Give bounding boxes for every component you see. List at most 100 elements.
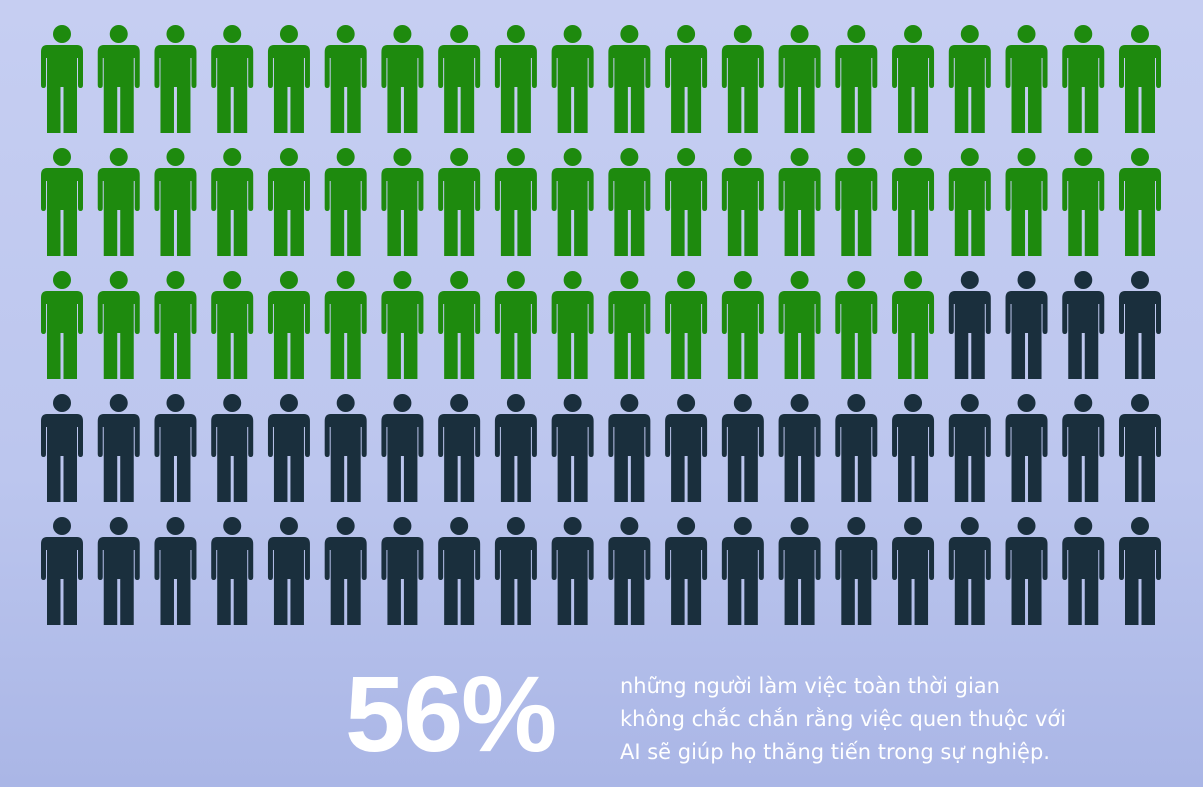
person-icon-highlighted	[835, 271, 878, 379]
person-icon-highlighted	[41, 271, 83, 379]
person-icon-highlighted	[1062, 25, 1105, 133]
person-icon	[721, 517, 764, 625]
person-icon	[154, 394, 197, 502]
person-icon	[97, 517, 140, 625]
person-icon	[1005, 394, 1048, 502]
person-icon	[1062, 271, 1105, 379]
person-icon	[1062, 394, 1105, 502]
person-icon-highlighted	[494, 271, 537, 379]
person-icon-highlighted	[551, 25, 594, 133]
person-icon	[608, 517, 651, 625]
person-icon	[551, 517, 594, 625]
person-icon	[948, 271, 991, 379]
person-icon-highlighted	[324, 271, 367, 379]
person-icon	[665, 394, 708, 502]
person-icon-highlighted	[324, 148, 367, 256]
person-icon	[551, 394, 594, 502]
person-icon-highlighted	[551, 148, 594, 256]
person-icon	[438, 394, 481, 502]
person-icon-highlighted	[1005, 25, 1048, 133]
person-icon-highlighted	[892, 25, 935, 133]
person-icon	[267, 394, 310, 502]
person-icon-highlighted	[835, 25, 878, 133]
person-icon	[1005, 271, 1048, 379]
person-icon-highlighted	[551, 271, 594, 379]
person-icon-highlighted	[835, 148, 878, 256]
person-icon-highlighted	[778, 148, 821, 256]
person-icon	[1005, 517, 1048, 625]
person-icon-highlighted	[608, 25, 651, 133]
person-icon-highlighted	[267, 271, 310, 379]
person-icon	[608, 394, 651, 502]
person-icon-highlighted	[721, 271, 764, 379]
person-icon	[41, 517, 83, 625]
person-icon-highlighted	[267, 148, 310, 256]
person-icon	[494, 517, 537, 625]
person-icon	[154, 517, 197, 625]
person-icon-highlighted	[267, 25, 310, 133]
person-icon-highlighted	[494, 148, 537, 256]
person-icon-highlighted	[892, 148, 935, 256]
person-icon-highlighted	[154, 271, 197, 379]
person-icon	[948, 394, 991, 502]
person-icon-highlighted	[1119, 148, 1161, 256]
person-icon	[494, 394, 537, 502]
person-icon-highlighted	[948, 148, 991, 256]
person-icon-highlighted	[721, 148, 764, 256]
person-icon-highlighted	[324, 25, 367, 133]
person-icon-highlighted	[494, 25, 537, 133]
person-icon-highlighted	[97, 25, 140, 133]
person-icon	[892, 517, 935, 625]
person-icon-highlighted	[665, 271, 708, 379]
person-icon	[778, 517, 821, 625]
person-icon	[41, 394, 83, 502]
person-icon-highlighted	[1119, 25, 1161, 133]
person-icon-highlighted	[381, 25, 424, 133]
person-icon-highlighted	[608, 148, 651, 256]
person-icon-highlighted	[381, 148, 424, 256]
person-icon-highlighted	[1062, 148, 1105, 256]
person-icon	[665, 517, 708, 625]
person-icon-highlighted	[438, 271, 481, 379]
person-icon	[211, 394, 254, 502]
person-icon	[1119, 394, 1161, 502]
person-icon	[892, 394, 935, 502]
person-icon	[835, 394, 878, 502]
person-icon	[97, 394, 140, 502]
person-icon-highlighted	[1005, 148, 1048, 256]
person-icon-highlighted	[41, 25, 83, 133]
person-icon	[721, 394, 764, 502]
person-icon-highlighted	[665, 148, 708, 256]
person-icon-highlighted	[892, 271, 935, 379]
person-icon	[778, 394, 821, 502]
person-icon	[267, 517, 310, 625]
person-icon-highlighted	[438, 25, 481, 133]
person-icon-highlighted	[41, 148, 83, 256]
person-icon-highlighted	[154, 148, 197, 256]
person-icon	[1119, 271, 1161, 379]
person-icon-highlighted	[154, 25, 197, 133]
icon-array	[41, 25, 1161, 625]
person-icon-highlighted	[211, 148, 254, 256]
person-icon	[211, 517, 254, 625]
person-icon-highlighted	[211, 25, 254, 133]
person-icon	[324, 517, 367, 625]
person-icon	[835, 517, 878, 625]
person-icon	[381, 394, 424, 502]
person-icon-highlighted	[211, 271, 254, 379]
person-icon	[1062, 517, 1105, 625]
person-icon-highlighted	[778, 25, 821, 133]
headline-value: 56%	[345, 653, 557, 774]
person-icon-highlighted	[948, 25, 991, 133]
person-icon-highlighted	[665, 25, 708, 133]
person-icon	[438, 517, 481, 625]
person-icon-highlighted	[97, 271, 140, 379]
person-icon	[324, 394, 367, 502]
person-icon-highlighted	[778, 271, 821, 379]
person-icon	[381, 517, 424, 625]
person-icon-highlighted	[438, 148, 481, 256]
person-icon	[1119, 517, 1161, 625]
person-icon-highlighted	[608, 271, 651, 379]
person-icon-highlighted	[381, 271, 424, 379]
